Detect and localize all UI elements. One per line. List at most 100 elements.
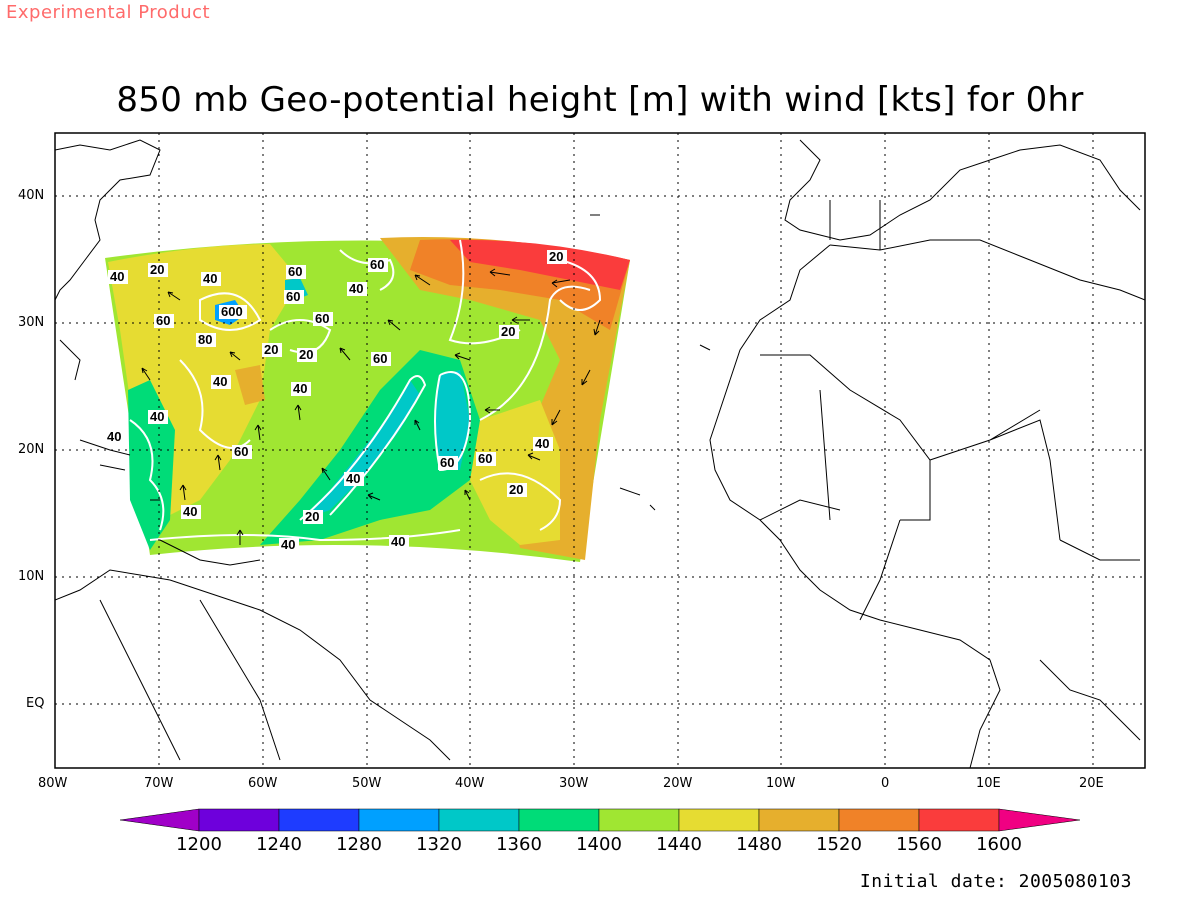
contour-label-bg (347, 282, 367, 296)
contour-label-bg (148, 263, 168, 277)
x-label-20w: 20W (663, 776, 693, 791)
contour-label: 20 (299, 347, 313, 362)
contour-label-bg (201, 272, 221, 286)
wind-arrow (321, 467, 331, 481)
contour-label-bg (344, 472, 364, 486)
contour-label: 40 (203, 271, 217, 286)
contour-label: 60 (234, 444, 248, 459)
contour-label-bg (368, 258, 388, 272)
wind-arrow (167, 291, 181, 301)
coast-europe (784, 139, 1141, 241)
x-label-60w: 60W (248, 776, 278, 791)
contour-label-bg (219, 305, 247, 319)
wind-arrow (339, 347, 351, 361)
wind-arrow (511, 316, 530, 324)
contour-label-bg (108, 270, 128, 284)
wind-arrow (593, 319, 601, 336)
x-label-30w: 30W (559, 776, 589, 791)
contour-label-bg (303, 510, 323, 524)
fill-1600-top (450, 239, 630, 290)
coast-north-africa-top (829, 239, 1145, 301)
y-label-eq: EQ (26, 696, 45, 711)
x-label-10w: 10W (766, 776, 796, 791)
wind-arrow (551, 279, 571, 288)
contour-label: 40 (535, 436, 549, 451)
wind-arrow (489, 268, 511, 277)
contour-label: 600 (221, 304, 243, 319)
contour-label: 60 (315, 311, 329, 326)
contour-label-bg (389, 535, 409, 549)
contour-label: 60 (373, 351, 387, 366)
wind-arrow (464, 489, 471, 501)
contour-label-bg (105, 430, 125, 444)
contour-label: 40 (107, 429, 121, 444)
coast-caribbean (59, 339, 261, 566)
contour-label-bg (232, 445, 252, 459)
wind-arrow (454, 352, 471, 361)
wind-arrow (387, 319, 401, 331)
contour-label: 40 (150, 409, 164, 424)
contour-line (434, 371, 472, 472)
contour-labels: 40 20 40 60 60 40 20 60 600 60 80 20 20 60 40 40 40 60 40 6… (105, 249, 567, 552)
contour-label: 60 (286, 289, 300, 304)
x-label-20e: 20E (1079, 776, 1104, 791)
contour-line (339, 249, 395, 291)
wind-arrow (294, 404, 302, 421)
fill-1520-ne (380, 236, 630, 561)
contour-label: 40 (346, 471, 360, 486)
graticule (55, 133, 1145, 768)
contour-label-bg (547, 250, 567, 264)
wind-arrow (581, 369, 591, 386)
wind-arrow (214, 454, 222, 471)
contour-line (448, 239, 521, 345)
contour-line (129, 419, 165, 531)
y-label-40n: 40N (18, 188, 45, 203)
contour-label-bg (286, 265, 306, 279)
contour-line (299, 375, 427, 521)
contour-label: 80 (198, 332, 212, 347)
x-label-40w: 40W (455, 776, 485, 791)
contour-label: 60 (156, 313, 170, 328)
contour-label-bg (181, 505, 201, 519)
wind-arrow (254, 424, 262, 441)
contour-label: 40 (110, 269, 124, 284)
x-label-50w: 50W (352, 776, 382, 791)
contour-label: 60 (370, 257, 384, 272)
contour-label-bg (371, 352, 391, 366)
wind-arrow (414, 419, 421, 431)
borders-africa (759, 354, 1140, 621)
wind-arrow (551, 409, 561, 426)
coast-north-africa (709, 244, 1001, 768)
x-label-10e: 10E (976, 776, 1001, 791)
contour-label-bg (291, 382, 311, 396)
contour-label-bg (297, 348, 317, 362)
contour-label-bg (284, 290, 304, 304)
coast-south-america-inner (99, 599, 281, 761)
y-label-20n: 20N (18, 442, 45, 457)
wind-arrow (179, 484, 187, 501)
wind-arrow (229, 351, 241, 361)
wind-arrow (236, 529, 244, 545)
fill-1520-small (235, 365, 265, 405)
contour-label: 40 (281, 537, 295, 552)
contour-line (479, 285, 591, 421)
contour-lines (129, 239, 602, 542)
contour-label-bg (507, 483, 527, 497)
wind-arrow (527, 452, 541, 461)
coast-south-america (55, 569, 451, 761)
contour-line (479, 472, 562, 531)
initial-date-footer: Initial date: 2005080103 (859, 871, 1132, 892)
wind-arrow (367, 492, 381, 501)
contour-label: 40 (349, 281, 363, 296)
contour-label: 40 (213, 374, 227, 389)
contour-line (149, 529, 461, 542)
contour-label-bg (154, 314, 174, 328)
coast-africa-east (1039, 659, 1141, 741)
contour-label-bg (499, 325, 519, 339)
contour-line (559, 259, 602, 311)
wind-arrow (141, 367, 151, 381)
contour-label: 20 (501, 324, 515, 339)
contour-label: 60 (478, 451, 492, 466)
contour-label: 20 (305, 509, 319, 524)
